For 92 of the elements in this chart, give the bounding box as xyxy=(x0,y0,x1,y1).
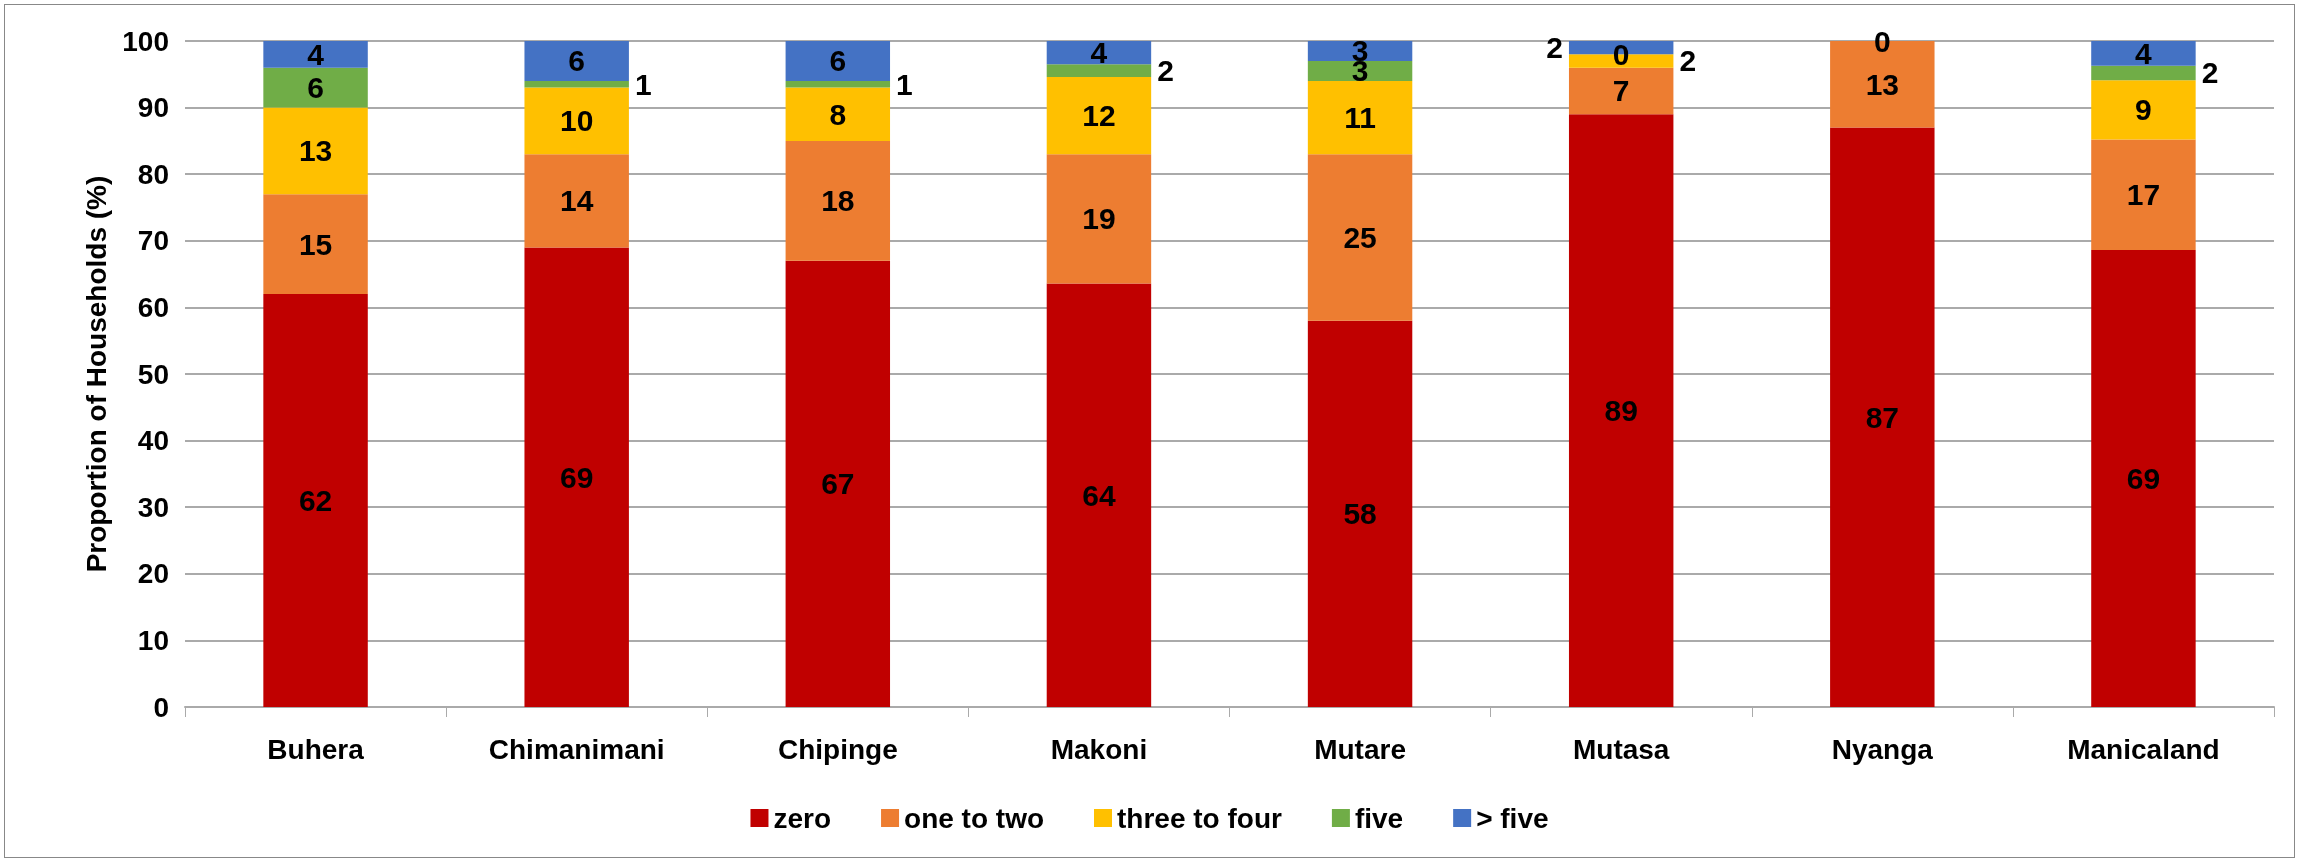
bar xyxy=(2091,65,2196,81)
bar xyxy=(785,140,891,261)
data-label: 25 xyxy=(1343,220,1377,254)
x-tick-label: Buhera xyxy=(267,733,365,765)
y-tick-label: 70 xyxy=(137,225,169,257)
data-label: 69 xyxy=(560,460,594,494)
data-label: 18 xyxy=(821,184,855,218)
data-label: 2 xyxy=(1546,31,1563,65)
bar xyxy=(1307,320,1413,707)
bar xyxy=(263,41,368,68)
bar xyxy=(1046,154,1152,284)
x-tick-label: Mutare xyxy=(1314,733,1406,765)
bar xyxy=(785,80,891,88)
bar xyxy=(524,80,629,88)
y-tick-label: 20 xyxy=(137,558,169,590)
bar xyxy=(1307,41,1413,61)
y-tick-label: 30 xyxy=(137,491,169,523)
data-label: 2 xyxy=(2201,56,2219,90)
bar xyxy=(263,294,368,707)
bar xyxy=(524,154,629,248)
legend-label: one to two xyxy=(904,802,1045,834)
data-label: 62 xyxy=(298,484,333,518)
data-label: 87 xyxy=(1865,400,1899,434)
bar xyxy=(1307,80,1413,155)
bar xyxy=(1046,76,1152,155)
x-tick-label: Nyanga xyxy=(1831,733,1934,765)
data-label: 89 xyxy=(1604,394,1638,428)
bar xyxy=(2091,80,2196,140)
bar xyxy=(524,41,629,81)
bar xyxy=(524,247,629,707)
bar xyxy=(524,87,629,155)
bar xyxy=(1307,154,1413,321)
data-label: 2 xyxy=(1679,44,1697,78)
data-label: 12 xyxy=(1082,99,1116,133)
data-label: 4 xyxy=(2135,36,2153,70)
data-label: 13 xyxy=(1865,67,1899,101)
y-tick-label: 0 xyxy=(153,691,169,723)
x-tick-label: Chimanimani xyxy=(488,733,665,765)
legend-label: zero xyxy=(773,802,832,834)
bar xyxy=(785,41,891,81)
legend-label: > five xyxy=(1476,802,1549,834)
data-label: 8 xyxy=(829,97,847,131)
bar xyxy=(1046,41,1152,65)
x-tick-label: Makoni xyxy=(1050,733,1148,765)
y-tick-label: 80 xyxy=(137,158,169,190)
legend-label: five xyxy=(1354,802,1404,834)
data-label: 6 xyxy=(568,44,586,78)
data-label: 11 xyxy=(1344,101,1376,135)
y-tick-label: 40 xyxy=(137,425,169,457)
bar xyxy=(1830,127,1935,707)
x-tick-label: Manicaland xyxy=(2067,733,2220,765)
data-label: 13 xyxy=(298,134,333,168)
bar xyxy=(2091,139,2196,251)
data-label: 2 xyxy=(1157,54,1174,88)
data-label: 19 xyxy=(1082,202,1116,236)
y-tick-label: 50 xyxy=(137,358,169,390)
data-label: 69 xyxy=(2126,462,2161,496)
bar xyxy=(1568,67,1674,115)
bar xyxy=(785,260,891,707)
bar xyxy=(263,194,368,295)
data-label: 4 xyxy=(307,37,325,71)
data-label: 67 xyxy=(821,467,855,501)
data-label: 6 xyxy=(829,44,847,78)
bar xyxy=(2091,41,2196,66)
bar xyxy=(2091,250,2196,707)
bar xyxy=(785,87,891,141)
data-label: 7 xyxy=(1612,74,1630,108)
data-label: 4 xyxy=(1090,36,1108,70)
x-tick-label: Chipinge xyxy=(777,733,898,765)
y-tick-label: 60 xyxy=(137,291,169,323)
bar xyxy=(1046,64,1152,77)
bar xyxy=(1046,283,1152,707)
data-label: 1 xyxy=(634,67,652,101)
bar xyxy=(263,67,368,108)
legend-label: three to four xyxy=(1117,802,1282,834)
data-label: 10 xyxy=(560,104,594,138)
x-tick-label: Mutasa xyxy=(1572,733,1670,765)
data-label: 64 xyxy=(1082,478,1116,512)
bar xyxy=(1568,114,1674,707)
y-tick-label: 100 xyxy=(122,25,169,57)
data-label: 6 xyxy=(307,71,324,105)
data-label: 58 xyxy=(1343,497,1377,531)
data-label: 15 xyxy=(298,227,333,261)
bar xyxy=(263,107,368,195)
data-label: 1 xyxy=(896,67,913,101)
y-tick-label: 90 xyxy=(137,92,169,124)
y-axis-title: Proportion of Households (%) xyxy=(80,175,112,573)
y-tick-label: 10 xyxy=(137,624,169,656)
data-label: 14 xyxy=(560,184,594,218)
data-label: 17 xyxy=(2126,178,2161,212)
data-label: 9 xyxy=(2135,93,2152,127)
bar xyxy=(1307,60,1413,81)
